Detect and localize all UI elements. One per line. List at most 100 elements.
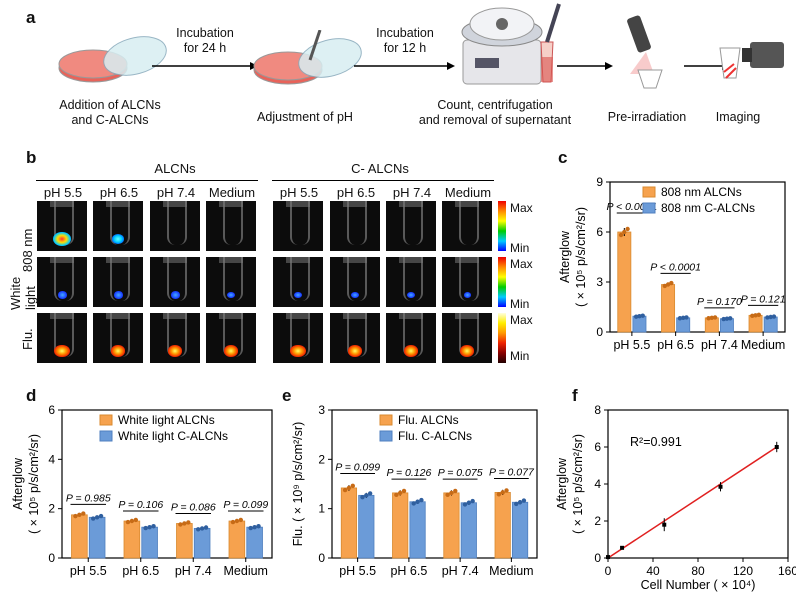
signal-spot (227, 291, 235, 299)
tube-image (150, 201, 200, 251)
data-point (662, 522, 667, 527)
data-point (521, 498, 527, 503)
data-point (248, 525, 253, 531)
data-point (350, 483, 355, 489)
signal-spot (224, 345, 238, 357)
tube-image (386, 313, 436, 363)
data-point (680, 315, 686, 321)
tube-image (150, 313, 200, 363)
data-point (186, 520, 191, 525)
arrow2-line1: Incubation (376, 26, 434, 40)
pvalue-label: P < 0.0001 (650, 261, 701, 273)
data-point (364, 493, 369, 498)
legend-label: Flu. ALCNs (398, 413, 459, 427)
x-tick-label: Medium (489, 564, 533, 578)
bar (123, 520, 141, 559)
x-tick-label: pH 7.4 (442, 564, 479, 578)
column-label: pH 5.5 (279, 185, 319, 200)
panel-a-label: a (26, 8, 36, 27)
legend-swatch (642, 186, 656, 198)
plot-frame (607, 409, 789, 559)
y-tick-label: 2 (594, 514, 601, 528)
tube-image (442, 201, 492, 251)
data-point (419, 497, 424, 503)
pvalue-label: P = 0.126 (386, 467, 431, 479)
data-point (453, 488, 458, 494)
data-point (622, 229, 627, 235)
data-point (147, 524, 152, 530)
data-point (774, 445, 779, 449)
data-point (709, 315, 715, 321)
step4-text: Pre-irradiation (607, 110, 687, 124)
bar (176, 523, 193, 559)
legend-swatch (642, 202, 656, 214)
signal-spot (404, 345, 418, 357)
data-point (756, 312, 762, 318)
bar (71, 514, 88, 559)
data-point (771, 314, 777, 319)
x-tick-label: pH 6.5 (122, 564, 159, 578)
data-point (633, 314, 639, 319)
data-point (203, 525, 209, 530)
tube-image (330, 257, 380, 307)
panel-e-label: e (282, 386, 292, 405)
fit-line (607, 446, 778, 559)
row-label-flu: Flu. (20, 328, 35, 350)
data-point (125, 519, 131, 525)
centrifuge-icon (461, 3, 561, 85)
column-label: Medium (208, 185, 256, 200)
signal-spot (290, 344, 306, 358)
signal-spot (168, 345, 182, 357)
x-tick-label: pH 5.5 (70, 564, 107, 578)
data-point (620, 545, 625, 550)
legend-swatch (99, 430, 113, 442)
bar (443, 492, 460, 559)
data-point (178, 522, 183, 527)
tube-image (93, 201, 143, 251)
plot-frame (331, 409, 538, 559)
data-point (500, 490, 505, 495)
x-tick-label: Medium (224, 564, 268, 578)
signal-spot (294, 291, 302, 299)
y-tick-label: 9 (596, 175, 603, 189)
data-point (637, 313, 642, 319)
signal-spot (170, 291, 180, 299)
group-divider (272, 180, 494, 181)
y-tick-label: 1 (318, 502, 325, 516)
colorbar (498, 257, 506, 307)
tube-image (150, 257, 200, 307)
data-point (662, 283, 667, 289)
data-point (640, 313, 645, 318)
pvalue-label: P = 0.099 (335, 461, 380, 473)
data-point (728, 316, 733, 321)
x-tick-label: 0 (605, 564, 612, 578)
tube-image (206, 313, 256, 363)
legend-swatch (99, 414, 113, 426)
legend-label: White light ALCNs (118, 413, 215, 427)
data-point (721, 316, 726, 322)
arrow-icon (354, 62, 455, 70)
signal-spot (351, 291, 359, 299)
data-point (470, 498, 475, 504)
data-point (81, 511, 86, 516)
camera-icon (719, 42, 784, 79)
signal-spot (111, 345, 125, 357)
pvalue-label: P = 0.121 (741, 293, 786, 305)
plot-frame (609, 181, 786, 333)
data-point (618, 232, 624, 238)
bar (460, 502, 477, 559)
y-tick-label: 4 (48, 452, 55, 466)
signal-spot (53, 231, 71, 247)
data-point (712, 315, 718, 320)
x-tick-label: 120 (733, 564, 753, 578)
tube-image (273, 201, 323, 251)
arrow-icon (152, 62, 258, 70)
tube-image (273, 313, 323, 363)
y-axis-label: ( × 10⁵ p/s/cm²/sr) (571, 434, 585, 534)
bar (193, 527, 211, 559)
laser-icon (627, 15, 663, 89)
y-tick-label: 3 (596, 275, 603, 289)
data-point (718, 484, 723, 489)
data-point (411, 501, 416, 506)
panel-c-label: c (558, 148, 568, 167)
